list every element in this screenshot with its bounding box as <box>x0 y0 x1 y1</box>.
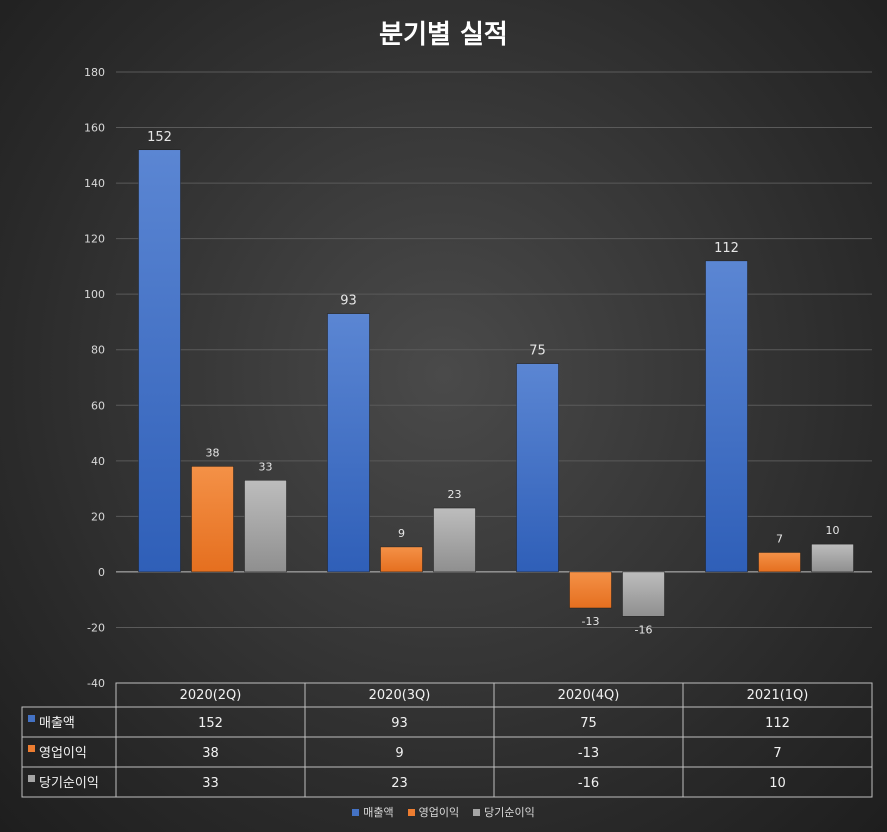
data-label: 112 <box>714 241 739 256</box>
bar <box>380 546 423 573</box>
table-cell-value: 33 <box>202 776 219 791</box>
legend-swatch <box>407 808 415 816</box>
bar <box>569 571 612 609</box>
table-cell-value: 75 <box>580 716 597 731</box>
legend-label: 당기순이익 <box>484 806 535 819</box>
y-tick-label: 40 <box>91 455 105 468</box>
legend: 매출액 영업이익 당기순이익 <box>0 804 887 820</box>
table-header-text: 2021(1Q) <box>747 688 809 703</box>
bar <box>433 507 476 573</box>
bar <box>516 363 559 573</box>
bar <box>191 466 234 573</box>
y-tick-label: -20 <box>87 621 105 634</box>
data-label: -13 <box>582 615 600 628</box>
y-tick-label: 120 <box>84 233 105 246</box>
y-tick-label: 160 <box>84 122 105 135</box>
y-tick-label: 180 <box>84 66 105 79</box>
legend-label: 매출액 <box>363 806 394 819</box>
table-cell-value: 23 <box>391 776 408 791</box>
y-tick-label: 80 <box>91 344 105 357</box>
table-cell-value: 93 <box>391 716 408 731</box>
table-header-text: 2020(4Q) <box>558 688 620 703</box>
table-header-text: 2020(3Q) <box>369 688 431 703</box>
data-label: 152 <box>147 130 172 145</box>
table-legend-key <box>28 745 35 752</box>
data-label: 33 <box>259 460 273 473</box>
data-label: 23 <box>448 488 462 501</box>
y-tick-label: 0 <box>98 566 105 579</box>
table-cell-value: -13 <box>578 746 599 761</box>
legend-swatch <box>473 808 481 816</box>
table-legend-key <box>28 775 35 782</box>
chart-title: 분기별 실적 <box>379 20 508 50</box>
table-row-label: 당기순이익 <box>39 776 99 791</box>
table-header-text: 2020(2Q) <box>180 688 242 703</box>
data-label: 93 <box>340 294 357 309</box>
table-row-label: 매출액 <box>39 716 75 731</box>
table-cell <box>682 766 873 798</box>
data-label: -16 <box>635 623 653 636</box>
table-cell-value: 112 <box>765 716 790 731</box>
table-legend-key <box>28 715 35 722</box>
table-cell-value: 9 <box>395 746 403 761</box>
table-cell-value: 38 <box>202 746 219 761</box>
bars <box>138 149 854 617</box>
bar <box>705 260 748 573</box>
data-label: 9 <box>398 527 405 540</box>
y-tick-label: 60 <box>91 399 105 412</box>
y-tick-label: 20 <box>91 510 105 523</box>
data-table: 2020(2Q) 2020(3Q) 2020(4Q) 2021(1Q)매출액 152 93… <box>21 682 873 798</box>
y-tick-label: -40 <box>87 677 105 690</box>
legend-item: 매출액 <box>352 804 394 820</box>
y-tick-label: 100 <box>84 288 105 301</box>
data-label: 75 <box>529 344 546 359</box>
data-label: 10 <box>826 524 840 537</box>
y-axis-ticks: -40 -20 0 20 40 60 80 100 120 140 160 180 <box>84 66 105 690</box>
legend-swatch <box>352 808 360 816</box>
bar <box>811 543 854 573</box>
legend-label: 영업이익 <box>418 806 460 819</box>
legend-item: 영업이익 <box>407 804 460 820</box>
y-tick-label: 140 <box>84 177 105 190</box>
table-cell-value: 152 <box>198 716 223 731</box>
legend-item: 당기순이익 <box>473 804 535 820</box>
data-labels: 152 38 33 93 9 23 75 -13 -16 112 7 10 <box>147 130 839 637</box>
table-row-label: 영업이익 <box>39 746 87 761</box>
table-cell-value: 10 <box>769 776 786 791</box>
data-label: 7 <box>776 532 783 545</box>
data-label: 38 <box>206 446 220 459</box>
bar <box>622 571 665 617</box>
gridlines <box>116 71 872 684</box>
table-cell-value: 7 <box>773 746 781 761</box>
bar <box>138 149 181 573</box>
bar <box>244 480 287 573</box>
table-cell-value: -16 <box>578 776 599 791</box>
bar <box>758 552 801 573</box>
bar <box>327 313 370 573</box>
